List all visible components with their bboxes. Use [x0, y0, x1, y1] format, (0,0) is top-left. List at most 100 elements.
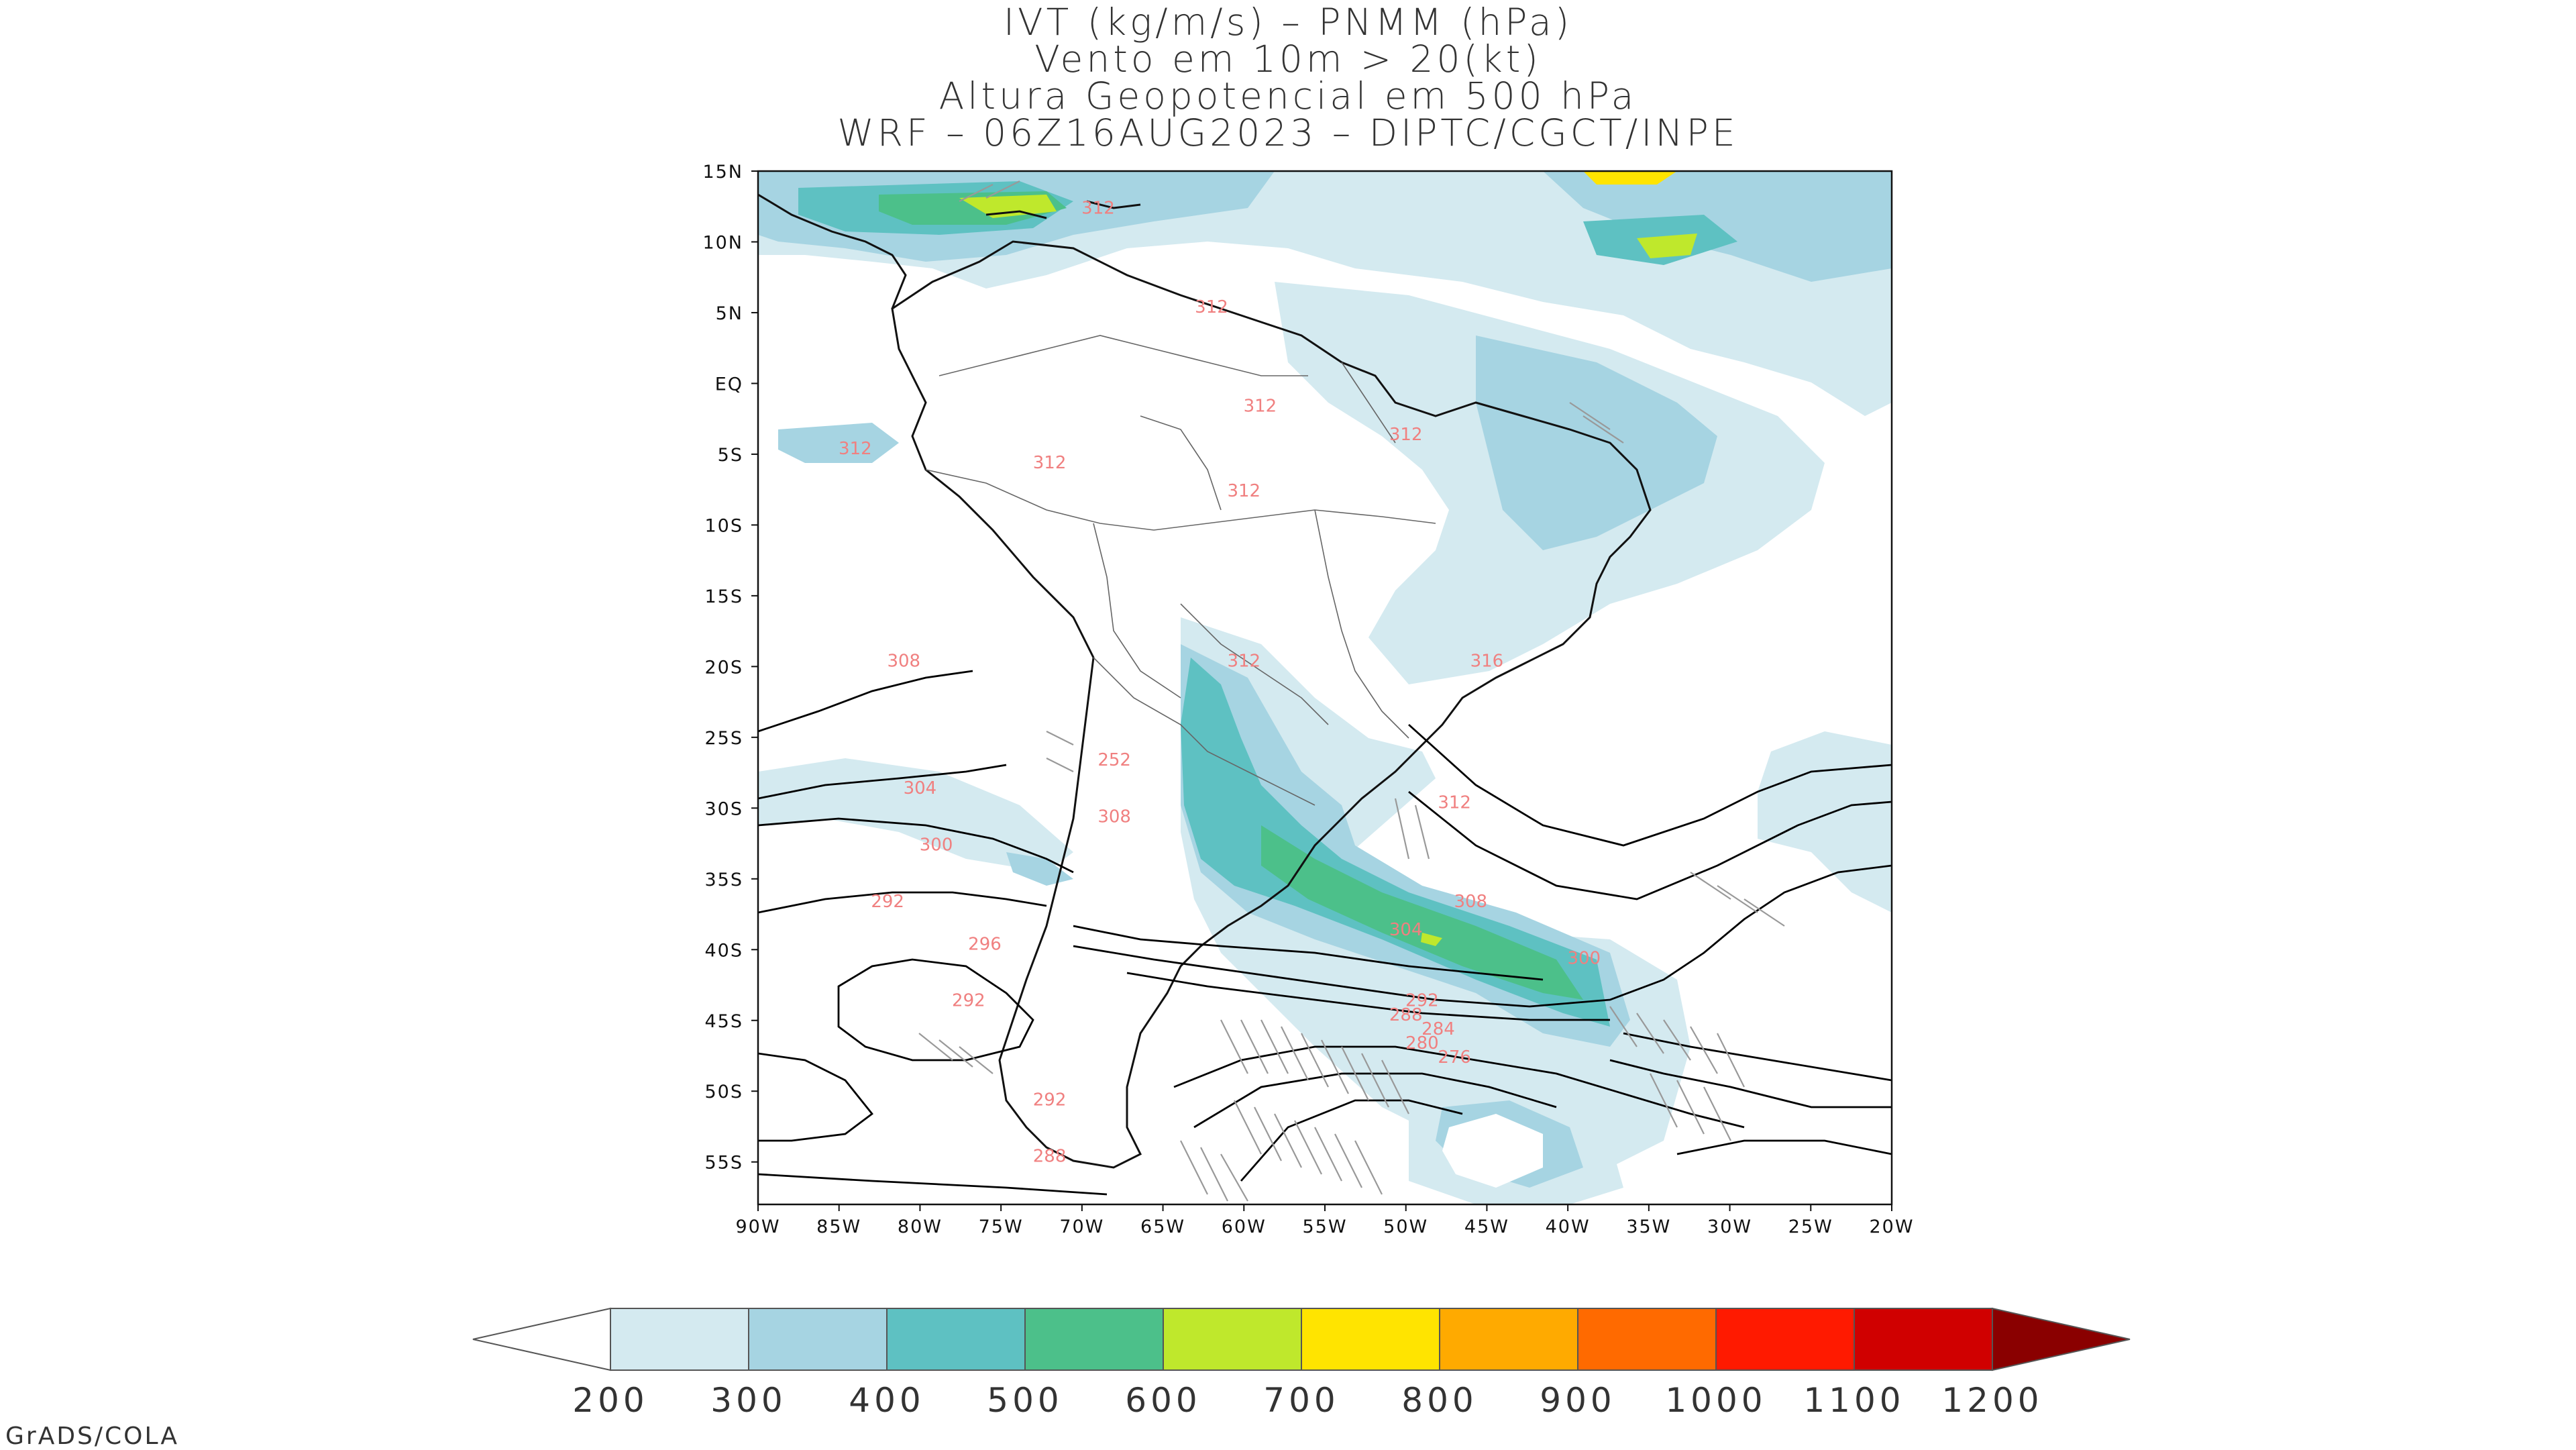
contour-labels: 312 312 312 312 312 312 312 312 316 312 308 304 300 2… — [839, 198, 1601, 1166]
colorbar-label: 600 — [1125, 1381, 1201, 1420]
longitude-axis: 90W 85W 80W 75W 70W 65W 60W 55W 50W 45W 40W 35W 30W 2… — [735, 1204, 1914, 1237]
colorbar-segment — [886, 1308, 1026, 1371]
latitude-axis: 15N 10N 5N EQ 5S 10S 15S 20S 25S 30S 35S 40S 45S 50S 5… — [702, 162, 758, 1174]
lat-tick-label: 5S — [718, 445, 743, 466]
ivt-600-top — [1583, 171, 1677, 185]
ivt-500-plume — [1261, 825, 1583, 1000]
lat-tick-label: 10S — [705, 515, 744, 536]
contour-label: 292 — [952, 991, 985, 1011]
ivt-200-pacific — [758, 758, 1073, 872]
ivt-300-brazil — [1476, 335, 1717, 550]
colorbar-label: 1200 — [1941, 1381, 2043, 1420]
lat-tick-label: 45S — [705, 1011, 744, 1032]
contour-label: 276 — [1438, 1047, 1471, 1068]
ivt-300-pacific — [1006, 852, 1073, 886]
colorbar-segment — [1163, 1308, 1302, 1371]
title-line-1: IVT (kg/m/s) – PNMM (hPa) — [1003, 1, 1573, 44]
lon-tick-label: 35W — [1626, 1216, 1671, 1237]
colorbar-label: 800 — [1401, 1381, 1477, 1420]
coastlines — [758, 193, 1652, 1169]
lon-tick-label: 75W — [979, 1216, 1024, 1237]
contour-label: 312 — [1227, 651, 1260, 671]
central-america-coast — [758, 193, 907, 309]
contour-label: 312 — [1389, 425, 1423, 445]
contour-label: 312 — [1227, 481, 1260, 501]
lat-tick-label: 55S — [705, 1153, 744, 1174]
lon-tick-label: 60W — [1222, 1216, 1267, 1237]
colorbar-label: 900 — [1540, 1381, 1615, 1420]
contour-label: 316 — [1470, 651, 1504, 671]
ivt-600-atl — [1637, 234, 1697, 258]
colorbar-label: 400 — [849, 1381, 924, 1420]
ivt-colorbar: 200 300 400 500 600 700 800 900 1000 1100 1200 — [472, 1307, 2131, 1420]
lon-tick-label: 65W — [1140, 1216, 1185, 1237]
wind-barbs — [918, 180, 1785, 1202]
lat-tick-label: 15S — [705, 586, 744, 607]
contour-label: 308 — [1454, 892, 1487, 912]
south-america-coast — [891, 240, 1652, 1169]
contour-label: 304 — [1389, 920, 1423, 940]
colorbar-label: 500 — [987, 1381, 1063, 1420]
colorbar-segment — [1439, 1308, 1578, 1371]
colorbar-segment — [1577, 1308, 1717, 1371]
lon-tick-label: 20W — [1869, 1216, 1914, 1237]
contour-label: 308 — [887, 651, 920, 671]
colorbar-label: 200 — [572, 1381, 648, 1420]
pressure-contours — [758, 670, 1892, 1196]
lon-tick-label: 70W — [1059, 1216, 1104, 1237]
lon-tick-label: 80W — [898, 1216, 943, 1237]
lat-tick-label: 30S — [705, 798, 744, 819]
lat-tick-label: 20S — [705, 657, 744, 678]
title-line-4: WRF – 06Z16AUG2023 – DIPTC/CGCT/INPE — [837, 111, 1739, 154]
ivt-600-plume — [1421, 933, 1442, 946]
ivt-600-carib — [959, 195, 1057, 218]
lon-tick-label: 40W — [1546, 1216, 1591, 1237]
title-line-2: Vento em 10m > 20(kt) — [1034, 38, 1542, 81]
contour-label: 304 — [904, 778, 937, 798]
lon-tick-label: 25W — [1788, 1216, 1833, 1237]
colorbar-under-triangle — [472, 1307, 611, 1371]
contour-label: 312 — [1244, 397, 1277, 417]
colorbar-segment — [1024, 1308, 1164, 1371]
contour-label: 288 — [1033, 1147, 1067, 1167]
map-plot-area: 312 312 312 312 312 312 312 312 316 312 308 304 300 2… — [758, 171, 1892, 1204]
lat-tick-label: 15N — [702, 162, 743, 183]
colorbar-over-triangle — [1992, 1307, 2131, 1371]
contour-label: 312 — [839, 439, 872, 459]
lon-tick-label: 55W — [1302, 1216, 1347, 1237]
title-line-3: Altura Geopotencial em 500 hPa — [938, 74, 1638, 117]
lon-tick-label: 50W — [1383, 1216, 1428, 1237]
colorbar-segment — [748, 1308, 888, 1371]
colorbar-label: 1000 — [1665, 1381, 1766, 1420]
contour-label: 300 — [1567, 948, 1601, 968]
colorbar-label: 700 — [1263, 1381, 1339, 1420]
lon-tick-label: 30W — [1707, 1216, 1752, 1237]
colorbar-segment — [1301, 1308, 1440, 1371]
lat-tick-label: 25S — [705, 728, 744, 749]
contour-label: 292 — [871, 892, 904, 912]
ivt-400-plume — [1181, 658, 1610, 1027]
figure-title: IVT (kg/m/s) – PNMM (hPa) Vento em 10m >… — [0, 4, 2576, 152]
colorbar-segment — [610, 1308, 749, 1371]
contour-label: 280 — [1405, 1033, 1439, 1053]
ivt-200-south-atl — [1758, 731, 1892, 913]
ivt-300-peru — [778, 423, 899, 463]
lat-tick-label: 10N — [702, 232, 743, 253]
ivt-white-hole — [1442, 1114, 1543, 1188]
lat-tick-label: 5N — [716, 303, 743, 324]
caribbean-islands — [985, 200, 1141, 219]
lon-tick-label: 90W — [735, 1216, 780, 1237]
colorbar-segment — [1854, 1308, 1993, 1371]
contour-label: 292 — [1033, 1090, 1067, 1110]
lon-tick-label: 85W — [816, 1216, 861, 1237]
colorbar-label: 300 — [710, 1381, 786, 1420]
lat-tick-label: 50S — [705, 1082, 744, 1102]
colorbar-segment — [1715, 1308, 1855, 1371]
contour-label: 252 — [1097, 750, 1131, 770]
contour-label: 312 — [1033, 453, 1067, 473]
contour-label: 312 — [1438, 792, 1471, 813]
colorbar-label: 1100 — [1803, 1381, 1904, 1420]
contour-label: 312 — [1195, 297, 1228, 317]
lat-tick-label: EQ — [715, 374, 743, 395]
